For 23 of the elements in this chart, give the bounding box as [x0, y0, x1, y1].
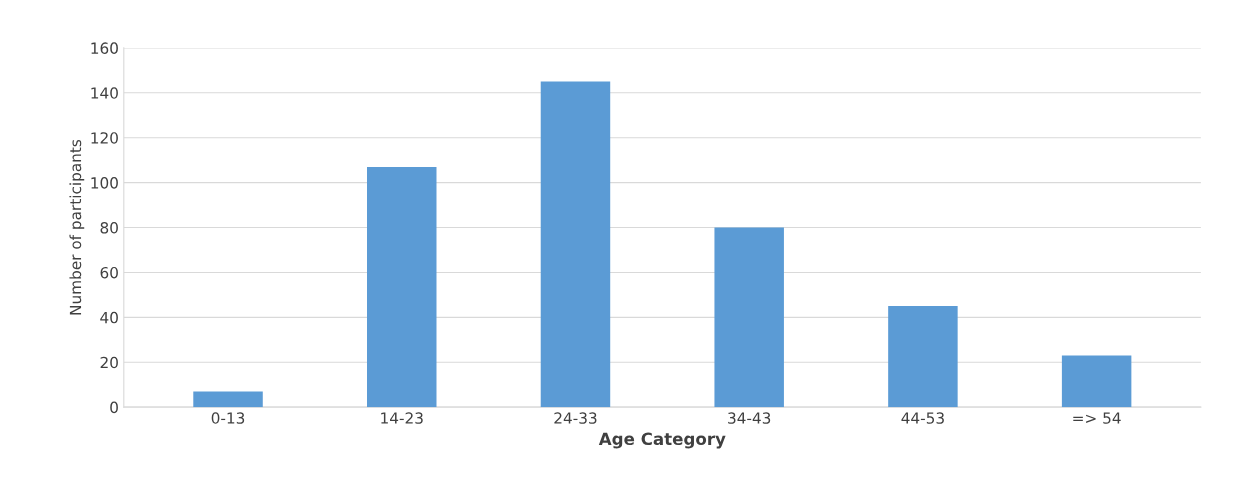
y-tick-label: 160	[91, 42, 118, 54]
x-tick-label: 34-43	[728, 412, 771, 424]
x-axis-title: Age Category	[598, 432, 726, 449]
y-tick-label: 140	[91, 87, 118, 99]
bar	[714, 227, 784, 408]
y-tick-label: 0	[110, 401, 118, 414]
bar	[540, 81, 611, 408]
bar	[367, 166, 437, 408]
bar	[1061, 355, 1132, 408]
x-tick-label: 0-13	[211, 412, 245, 424]
bar	[193, 391, 263, 408]
x-tick-label: 44-53	[901, 412, 944, 424]
bar	[888, 306, 958, 408]
y-tick-label: 60	[100, 266, 118, 279]
y-tick-label: 40	[100, 311, 118, 324]
y-tick-label: 20	[100, 356, 118, 369]
x-tick-label: 24-33	[554, 412, 597, 424]
x-tick-label: 14-23	[381, 412, 423, 424]
y-axis-title: Number of participants	[69, 139, 85, 315]
y-tick-label: 120	[91, 132, 118, 144]
x-tick-label: => 54	[1073, 412, 1121, 424]
y-tick-label: 100	[91, 177, 118, 189]
y-tick-label: 80	[100, 221, 118, 234]
